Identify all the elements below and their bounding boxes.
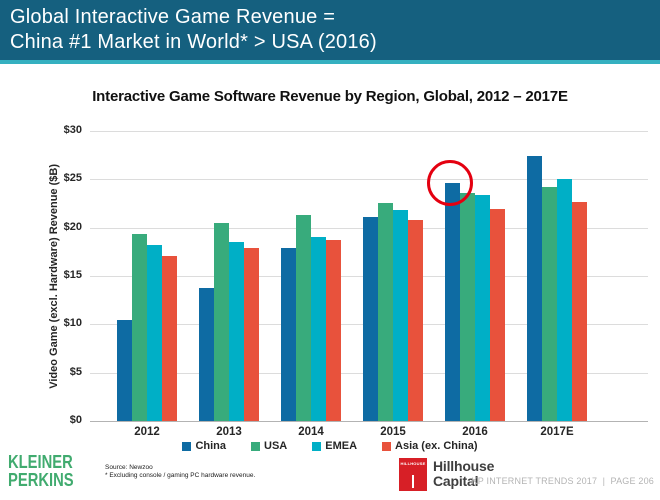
legend-swatch-usa bbox=[251, 441, 260, 451]
page-info: KP INTERNET TRENDS 2017 | PAGE 206 bbox=[471, 476, 654, 486]
bar-china-2013 bbox=[199, 287, 214, 421]
legend-item-usa: USA bbox=[251, 440, 287, 452]
legend-swatch-china bbox=[182, 441, 192, 451]
bar-asia-ex-china-2013 bbox=[244, 247, 259, 421]
y-tick-label-5: $5 bbox=[69, 365, 82, 378]
hillhouse-name-line1: Hillhouse bbox=[433, 458, 495, 474]
bar-asia-ex-china-2015 bbox=[408, 219, 423, 421]
legend-item-emea: EMEA bbox=[312, 440, 357, 452]
legend-label-china: China bbox=[195, 440, 226, 452]
y-tick-label-20: $20 bbox=[63, 220, 82, 233]
legend-swatch-asia-ex-china bbox=[382, 441, 392, 451]
y-tick-label-30: $30 bbox=[63, 124, 82, 136]
bar-usa-2014 bbox=[296, 215, 311, 421]
bar-asia-ex-china-2017e bbox=[572, 201, 587, 421]
hillhouse-logo-mark: HILLHOUSE bbox=[399, 458, 427, 491]
legend-item-asia-ex-china: Asia (ex. China) bbox=[382, 440, 478, 452]
x-tick-label-2015: 2015 bbox=[380, 426, 406, 438]
bar-asia-ex-china-2014 bbox=[326, 240, 341, 421]
bar-emea-2016 bbox=[475, 194, 490, 421]
highlight-circle-annotation bbox=[427, 160, 473, 206]
bar-china-2016 bbox=[445, 183, 460, 421]
bar-emea-2015 bbox=[393, 210, 408, 421]
bar-china-2015 bbox=[363, 217, 378, 421]
plot-area: $30 $25 $20 $15 $10 $5 $0 2012 2013 2014 2015 2016 2… bbox=[64, 124, 648, 438]
legend-label-usa: USA bbox=[264, 440, 288, 452]
kleiner-perkins-logo-line1: KLEINER bbox=[8, 452, 73, 472]
bar-asia-ex-china-2012 bbox=[162, 255, 177, 421]
hillhouse-logo-bar bbox=[412, 475, 414, 488]
bar-china-2014 bbox=[281, 247, 296, 421]
legend-swatch-emea bbox=[312, 441, 322, 451]
legend-label-emea: EMEA bbox=[325, 440, 358, 452]
x-tick-label-2014: 2014 bbox=[298, 426, 324, 438]
y-tick-label-25: $25 bbox=[63, 172, 82, 185]
kleiner-perkins-logo-line2: PERKINS bbox=[8, 470, 74, 490]
kleiner-perkins-logo: KLEINER PERKINS bbox=[8, 453, 74, 489]
bar-emea-2017e bbox=[557, 179, 572, 421]
bar-usa-2012 bbox=[132, 234, 147, 421]
bar-emea-2012 bbox=[147, 245, 162, 421]
x-tick-label-2016: 2016 bbox=[462, 426, 488, 438]
chart-title: Interactive Game Software Revenue by Reg… bbox=[92, 88, 568, 105]
x-tick-label-2012: 2012 bbox=[134, 426, 160, 438]
header-accent-bar bbox=[0, 60, 660, 64]
gridline-25 bbox=[90, 179, 648, 181]
bar-usa-2017e bbox=[542, 187, 557, 421]
source-note: Source: Newzoo * Excluding console / gam… bbox=[105, 464, 255, 480]
gridline-0 bbox=[90, 421, 648, 422]
hillhouse-logo-name: Hillhouse Capital bbox=[433, 459, 494, 489]
x-tick-label-2017e: 2017E bbox=[540, 426, 574, 438]
y-tick-label-0: $0 bbox=[69, 414, 82, 426]
slide-header: Global Interactive Game Revenue = China … bbox=[0, 0, 660, 60]
hillhouse-logo-word: HILLHOUSE bbox=[400, 461, 426, 466]
y-tick-label-10: $10 bbox=[63, 317, 82, 330]
legend-label-asia-ex-china: Asia (ex. China) bbox=[395, 440, 478, 452]
y-tick-label-15: $15 bbox=[63, 269, 82, 281]
bar-emea-2013 bbox=[229, 242, 244, 421]
x-tick-label-2013: 2013 bbox=[216, 426, 242, 438]
bar-asia-ex-china-2016 bbox=[490, 209, 505, 421]
legend-item-china: China bbox=[182, 440, 226, 452]
source-line1: Source: Newzoo bbox=[105, 464, 153, 471]
header-title-line1: Global Interactive Game Revenue = bbox=[10, 6, 336, 28]
chart-legend: China USA EMEA Asia (ex. China) bbox=[0, 440, 660, 452]
bar-usa-2013 bbox=[214, 222, 229, 421]
bar-usa-2016 bbox=[460, 192, 475, 421]
source-line2: * Excluding console / gaming PC hardware… bbox=[105, 472, 256, 479]
bar-china-2012 bbox=[117, 319, 132, 421]
bar-china-2017e bbox=[527, 156, 542, 421]
gridline-30 bbox=[90, 131, 648, 132]
header-title-line2: China #1 Market in World* > USA (2016) bbox=[10, 31, 377, 53]
bar-usa-2015 bbox=[378, 202, 393, 421]
hillhouse-name-line2: Capital bbox=[433, 473, 479, 489]
bar-emea-2014 bbox=[311, 237, 326, 421]
